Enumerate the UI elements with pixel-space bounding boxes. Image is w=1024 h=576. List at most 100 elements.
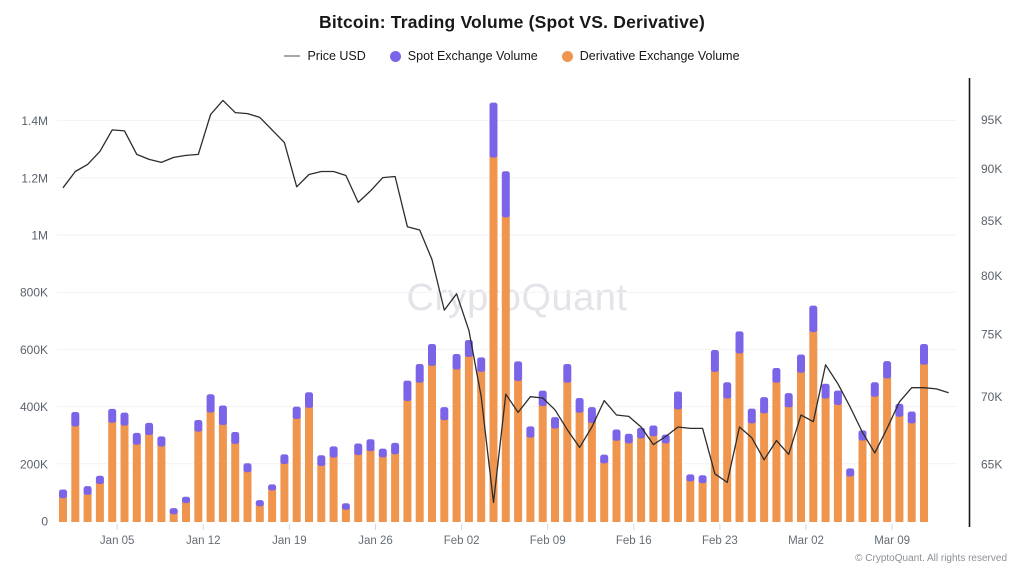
spot-volume-bar[interactable] [268,484,277,491]
derivative-volume-bar[interactable] [538,403,547,522]
derivative-volume-bar[interactable] [747,420,756,522]
derivative-volume-bar[interactable] [612,437,621,522]
spot-volume-bar[interactable] [132,432,141,445]
derivative-volume-bar[interactable] [354,452,363,522]
spot-volume-bar[interactable] [182,496,190,504]
spot-volume-bar[interactable] [526,426,535,438]
spot-volume-bar[interactable] [452,353,461,370]
derivative-volume-bar[interactable] [772,379,781,522]
spot-volume-bar[interactable] [612,429,621,441]
spot-volume-bar[interactable] [624,433,633,444]
derivative-volume-bar[interactable] [415,379,424,522]
spot-volume-bar[interactable] [501,171,510,218]
derivative-volume-bar[interactable] [501,214,510,522]
spot-volume-bar[interactable] [760,397,769,414]
spot-volume-bar[interactable] [686,474,695,482]
spot-volume-bar[interactable] [833,390,842,406]
spot-volume-bar[interactable] [784,393,793,408]
derivative-volume-bar[interactable] [674,406,682,522]
spot-volume-bar[interactable] [120,412,129,426]
spot-volume-bar[interactable] [920,343,928,365]
derivative-volume-bar[interactable] [883,375,892,522]
spot-volume-bar[interactable] [489,102,498,158]
spot-volume-bar[interactable] [366,439,375,452]
spot-volume-bar[interactable] [194,420,203,432]
spot-volume-bar[interactable] [354,443,363,456]
derivative-volume-bar[interactable] [821,395,830,522]
spot-volume-bar[interactable] [735,331,744,354]
derivative-volume-bar[interactable] [920,361,928,522]
spot-volume-bar[interactable] [883,361,892,379]
spot-volume-bar[interactable] [169,508,178,515]
spot-volume-bar[interactable] [895,403,904,417]
derivative-volume-bar[interactable] [280,460,289,522]
legend-item-derivative[interactable]: Derivative Exchange Volume [561,49,740,63]
spot-volume-bar[interactable] [858,430,867,441]
derivative-volume-bar[interactable] [846,473,855,522]
derivative-volume-bar[interactable] [255,503,264,522]
derivative-volume-bar[interactable] [378,454,387,522]
spot-volume-bar[interactable] [329,446,338,458]
derivative-volume-bar[interactable] [514,378,523,522]
derivative-volume-bar[interactable] [428,362,436,522]
derivative-volume-bar[interactable] [600,460,609,522]
derivative-volume-bar[interactable] [95,480,104,522]
derivative-volume-bar[interactable] [686,478,695,522]
derivative-volume-bar[interactable] [305,404,313,522]
spot-volume-bar[interactable] [231,432,240,444]
derivative-volume-bar[interactable] [120,422,129,522]
spot-volume-bar[interactable] [292,406,301,420]
derivative-volume-bar[interactable] [587,420,596,522]
spot-volume-bar[interactable] [698,475,707,484]
derivative-volume-bar[interactable] [59,495,67,522]
derivative-volume-bar[interactable] [784,404,793,522]
derivative-volume-bar[interactable] [575,409,584,522]
derivative-volume-bar[interactable] [858,437,867,522]
spot-volume-bar[interactable] [772,367,781,383]
spot-volume-bar[interactable] [575,398,584,413]
spot-volume-bar[interactable] [587,407,596,424]
spot-volume-bar[interactable] [809,305,818,333]
derivative-volume-bar[interactable] [194,428,203,522]
spot-volume-bar[interactable] [477,357,486,372]
spot-volume-bar[interactable] [428,343,436,366]
derivative-volume-bar[interactable] [329,454,338,522]
derivative-volume-bar[interactable] [760,410,769,522]
derivative-volume-bar[interactable] [108,419,117,522]
spot-volume-bar[interactable] [59,489,67,499]
spot-volume-bar[interactable] [637,427,646,439]
spot-volume-bar[interactable] [95,475,104,484]
derivative-volume-bar[interactable] [169,511,178,522]
spot-volume-bar[interactable] [218,405,227,426]
derivative-volume-bar[interactable] [477,368,486,522]
spot-volume-bar[interactable] [674,391,682,410]
spot-volume-bar[interactable] [108,408,117,423]
derivative-volume-bar[interactable] [464,353,473,522]
derivative-volume-bar[interactable] [391,451,400,522]
spot-volume-bar[interactable] [723,382,732,399]
derivative-volume-bar[interactable] [637,435,646,522]
spot-volume-bar[interactable] [71,412,80,427]
derivative-volume-bar[interactable] [797,369,805,522]
spot-volume-bar[interactable] [305,392,313,408]
spot-volume-bar[interactable] [378,448,387,458]
derivative-volume-bar[interactable] [292,416,301,522]
spot-volume-bar[interactable] [870,382,879,397]
derivative-volume-bar[interactable] [723,395,732,522]
spot-volume-bar[interactable] [551,417,559,429]
derivative-volume-bar[interactable] [563,379,572,522]
spot-volume-bar[interactable] [145,422,154,436]
derivative-volume-bar[interactable] [649,433,658,522]
spot-volume-bar[interactable] [907,411,916,424]
legend-item-price[interactable]: Price USD [284,49,366,63]
spot-volume-bar[interactable] [649,425,658,437]
derivative-volume-bar[interactable] [145,432,154,522]
derivative-volume-bar[interactable] [809,329,818,522]
spot-volume-bar[interactable] [661,434,670,444]
spot-volume-bar[interactable] [415,363,424,383]
derivative-volume-bar[interactable] [157,443,166,522]
spot-volume-bar[interactable] [797,354,805,373]
derivative-volume-bar[interactable] [341,506,350,522]
derivative-volume-bar[interactable] [710,368,719,522]
derivative-volume-bar[interactable] [182,500,190,522]
